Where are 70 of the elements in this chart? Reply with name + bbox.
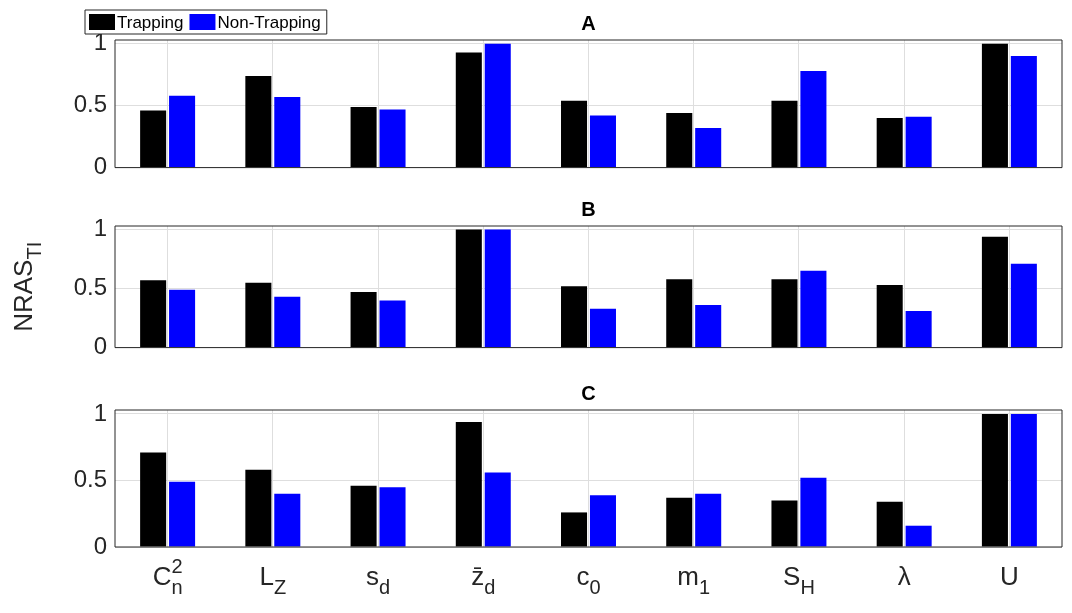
bar — [666, 113, 693, 168]
bar — [905, 525, 932, 547]
bar — [981, 43, 1008, 168]
bar — [561, 100, 588, 168]
bar — [981, 236, 1008, 348]
y-axis-title: NRASTI — [8, 241, 46, 332]
y-tick-label: 0 — [93, 531, 107, 559]
bar — [140, 280, 167, 348]
bar — [695, 305, 722, 348]
bar — [379, 487, 406, 547]
x-tick-label: U — [1000, 561, 1019, 591]
x-tick-label: λ — [897, 561, 911, 591]
bar — [140, 110, 167, 168]
bar — [589, 495, 616, 547]
bar — [771, 279, 798, 348]
bar — [140, 452, 167, 547]
bar — [484, 472, 511, 547]
bar — [905, 311, 932, 348]
y-tick-label: 1 — [93, 214, 107, 242]
bar — [350, 106, 377, 168]
chart-title: C — [581, 381, 596, 404]
bar — [484, 43, 511, 168]
bar — [379, 109, 406, 168]
bar — [245, 75, 272, 168]
bar — [800, 270, 827, 348]
bar — [379, 300, 406, 348]
legend-label: Trapping — [117, 12, 184, 32]
bar — [876, 501, 903, 547]
bar — [455, 421, 482, 547]
y-tick-label: 0.5 — [73, 273, 107, 301]
bar — [274, 493, 301, 547]
bar — [169, 289, 196, 348]
y-tick-label: 0 — [93, 152, 107, 180]
bar — [771, 500, 798, 547]
bar — [274, 96, 301, 168]
bar — [245, 469, 272, 547]
bar — [169, 95, 196, 168]
y-tick-label: 1 — [93, 398, 107, 426]
bar — [666, 279, 693, 348]
bar — [350, 485, 377, 547]
bar — [561, 286, 588, 348]
y-tick-label: 0.5 — [73, 90, 107, 118]
bar — [455, 52, 482, 168]
bar — [905, 116, 932, 168]
chart-title: B — [581, 197, 596, 220]
bar — [350, 292, 377, 348]
bar — [695, 493, 722, 547]
bar — [1010, 413, 1037, 547]
bar — [561, 512, 588, 547]
bar — [1010, 263, 1037, 348]
bar — [484, 229, 511, 348]
bar — [666, 497, 693, 547]
bar — [169, 481, 196, 547]
bar — [800, 477, 827, 547]
bar — [1010, 56, 1037, 168]
bar — [876, 285, 903, 348]
bar — [274, 296, 301, 348]
y-tick-label: 0 — [93, 332, 107, 360]
legend-label: Non-Trapping — [217, 12, 321, 32]
chart-title: A — [581, 11, 596, 34]
y-tick-label: 0.5 — [73, 465, 107, 493]
bar — [455, 229, 482, 348]
bar — [876, 118, 903, 168]
bar — [771, 100, 798, 168]
bar — [245, 282, 272, 348]
bar — [695, 127, 722, 168]
bar — [800, 70, 827, 168]
bar — [981, 413, 1008, 547]
bar — [589, 308, 616, 348]
bar — [589, 115, 616, 168]
